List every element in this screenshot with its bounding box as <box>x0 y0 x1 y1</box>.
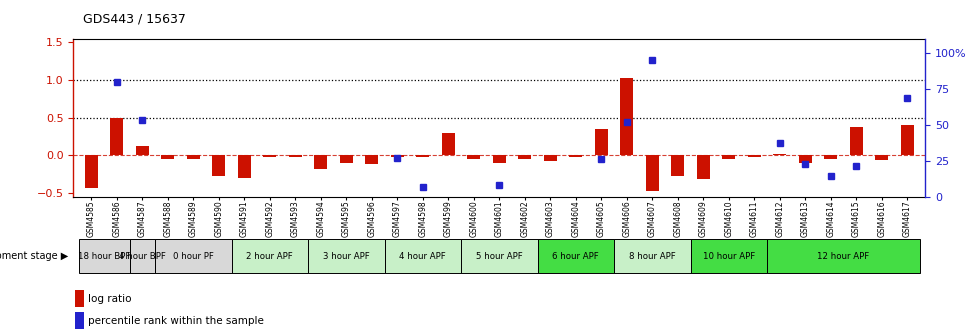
Bar <box>492 155 506 163</box>
Text: 10 hour APF: 10 hour APF <box>702 252 754 261</box>
Bar <box>461 239 537 273</box>
Bar <box>773 154 785 155</box>
Bar <box>747 155 760 157</box>
Bar <box>544 155 556 161</box>
Text: log ratio: log ratio <box>88 294 131 304</box>
Bar <box>722 155 734 159</box>
Bar <box>849 127 862 155</box>
Bar <box>537 239 613 273</box>
Bar <box>129 239 155 273</box>
Bar <box>161 155 174 159</box>
Bar <box>75 312 83 329</box>
Bar <box>85 155 98 187</box>
Bar <box>308 239 384 273</box>
Bar <box>798 155 811 163</box>
Bar <box>289 155 301 157</box>
Text: 0 hour PF: 0 hour PF <box>173 252 213 261</box>
Text: 4 hour BPF: 4 hour BPF <box>118 252 165 261</box>
Bar <box>75 290 83 307</box>
Text: 5 hour APF: 5 hour APF <box>475 252 522 261</box>
Bar <box>384 239 461 273</box>
Bar <box>467 155 479 159</box>
Bar <box>111 118 123 155</box>
Bar <box>696 155 709 179</box>
Text: 2 hour APF: 2 hour APF <box>246 252 292 261</box>
Bar <box>212 155 225 176</box>
Bar <box>518 155 531 159</box>
Bar <box>900 125 912 155</box>
Text: percentile rank within the sample: percentile rank within the sample <box>88 316 263 326</box>
Bar <box>645 155 658 191</box>
Bar <box>441 133 454 155</box>
Bar <box>78 239 129 273</box>
Text: 6 hour APF: 6 hour APF <box>552 252 599 261</box>
Bar <box>823 155 836 159</box>
Bar <box>767 239 919 273</box>
Bar <box>314 155 327 169</box>
Text: 3 hour APF: 3 hour APF <box>323 252 370 261</box>
Bar <box>595 129 607 155</box>
Bar <box>238 155 250 178</box>
Text: 4 hour APF: 4 hour APF <box>399 252 446 261</box>
Bar <box>231 239 308 273</box>
Text: 18 hour BPF: 18 hour BPF <box>78 252 130 261</box>
Bar <box>416 155 428 157</box>
Text: 8 hour APF: 8 hour APF <box>628 252 675 261</box>
Text: 12 hour APF: 12 hour APF <box>817 252 868 261</box>
Bar <box>689 239 767 273</box>
Bar <box>155 239 231 273</box>
Bar <box>874 155 887 161</box>
Bar <box>136 146 149 155</box>
Bar <box>390 155 403 157</box>
Bar <box>365 155 378 164</box>
Bar <box>187 155 200 159</box>
Bar <box>671 155 684 175</box>
Bar <box>263 155 276 157</box>
Bar <box>569 155 582 157</box>
Text: development stage ▶: development stage ▶ <box>0 251 68 261</box>
Bar <box>613 239 689 273</box>
Bar <box>339 155 352 163</box>
Bar <box>620 79 633 155</box>
Text: GDS443 / 15637: GDS443 / 15637 <box>83 12 186 25</box>
